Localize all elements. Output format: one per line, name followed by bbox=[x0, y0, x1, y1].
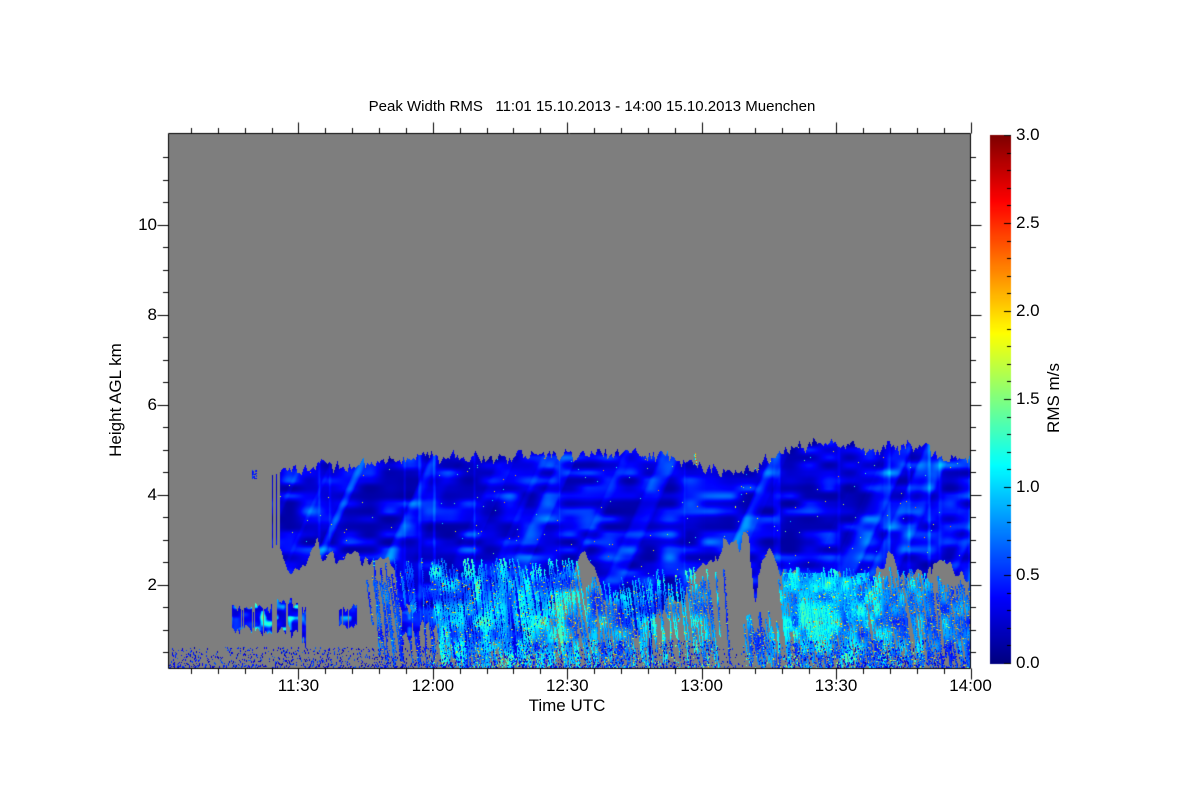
x-tick-label: 12:00 bbox=[411, 676, 455, 695]
colorbar-tick-label: 2.0 bbox=[1016, 301, 1040, 320]
x-tick-label: 13:00 bbox=[680, 676, 723, 695]
colorbar-tick-label: 2.5 bbox=[1016, 213, 1040, 232]
x-axis-label: Time UTC bbox=[528, 696, 606, 715]
x-tick-label: 11:30 bbox=[277, 676, 320, 695]
chart-title: Peak Width RMS 11:01 15.10.2013 - 14:00 … bbox=[368, 98, 816, 115]
x-tick-label: 12:30 bbox=[545, 676, 589, 695]
colorbar-tick-label: 0.5 bbox=[1016, 565, 1040, 584]
y-tick-label: 4 bbox=[147, 484, 157, 504]
x-tick-label: 13:30 bbox=[814, 676, 858, 695]
colorbar-tick-label: 0.0 bbox=[1016, 653, 1040, 672]
colorbar-label: RMS m/s bbox=[1044, 363, 1063, 433]
colorbar-tick-label: 3.0 bbox=[1016, 125, 1040, 144]
y-tick-label: 6 bbox=[147, 394, 157, 414]
y-tick-label: 10 bbox=[138, 214, 157, 234]
y-tick-label: 8 bbox=[147, 304, 157, 324]
y-tick-label: 2 bbox=[147, 574, 157, 594]
colorbar-tick-label: 1.0 bbox=[1016, 477, 1040, 496]
x-tick-label: 14:00 bbox=[949, 676, 992, 695]
colorbar-tick-label: 1.5 bbox=[1016, 389, 1040, 408]
